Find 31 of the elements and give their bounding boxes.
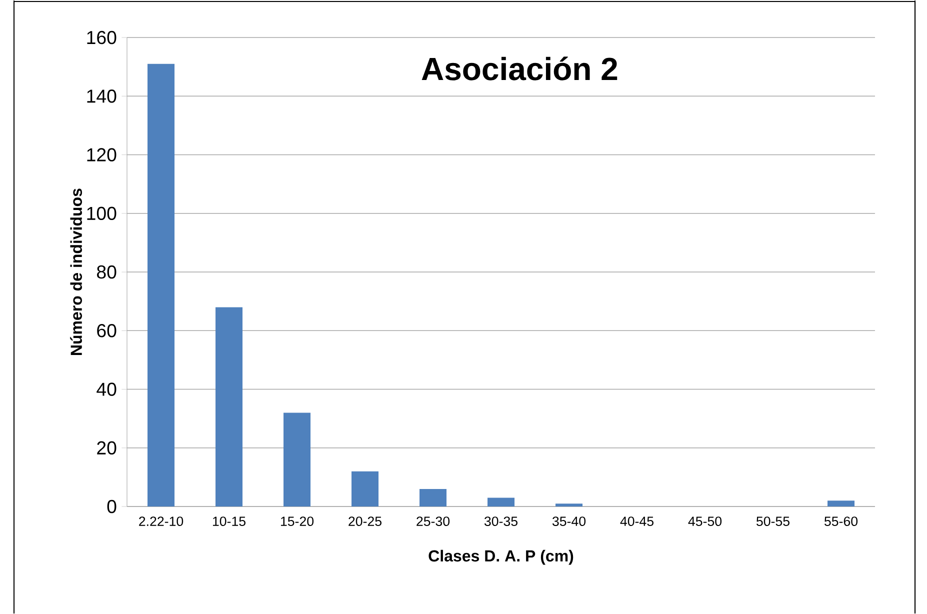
bar xyxy=(420,488,447,506)
x-tick-label: 40-45 xyxy=(620,516,654,526)
y-tick-label: 100 xyxy=(87,206,116,220)
bar xyxy=(556,504,583,506)
bar xyxy=(488,498,515,506)
bar xyxy=(828,500,855,506)
x-tick-label: 50-55 xyxy=(756,516,790,526)
x-tick-label: 15-20 xyxy=(280,516,314,526)
x-tick-label: 2.22-10 xyxy=(139,516,184,526)
y-tick-label: 120 xyxy=(87,148,116,162)
x-tick-label: 45-50 xyxy=(688,516,722,526)
x-tick-label: 35-40 xyxy=(552,516,586,526)
chart-title: Asociación 2 xyxy=(422,56,618,80)
y-tick-label: 160 xyxy=(87,30,116,44)
y-tick-label: 20 xyxy=(97,441,116,454)
x-tick-label: 20-25 xyxy=(348,516,382,526)
bar xyxy=(284,412,311,506)
bar xyxy=(352,471,379,506)
y-tick-label: 40 xyxy=(96,382,116,396)
x-tick-label: 55-60 xyxy=(824,516,858,526)
y-tick-label: 60 xyxy=(97,324,116,338)
bar xyxy=(216,307,243,506)
y-tick-label: 140 xyxy=(87,90,116,103)
x-tick-label: 30-35 xyxy=(484,516,518,526)
x-tick-label: 10-15 xyxy=(212,516,246,526)
bar xyxy=(148,64,175,506)
x-axis-title: Clases D. A. P (cm) xyxy=(428,550,574,565)
y-axis-title: Número de individuos xyxy=(70,188,82,355)
x-tick-label: 25-30 xyxy=(416,516,450,526)
y-tick-label: 0 xyxy=(107,500,116,514)
y-tick-label: 80 xyxy=(97,265,116,279)
